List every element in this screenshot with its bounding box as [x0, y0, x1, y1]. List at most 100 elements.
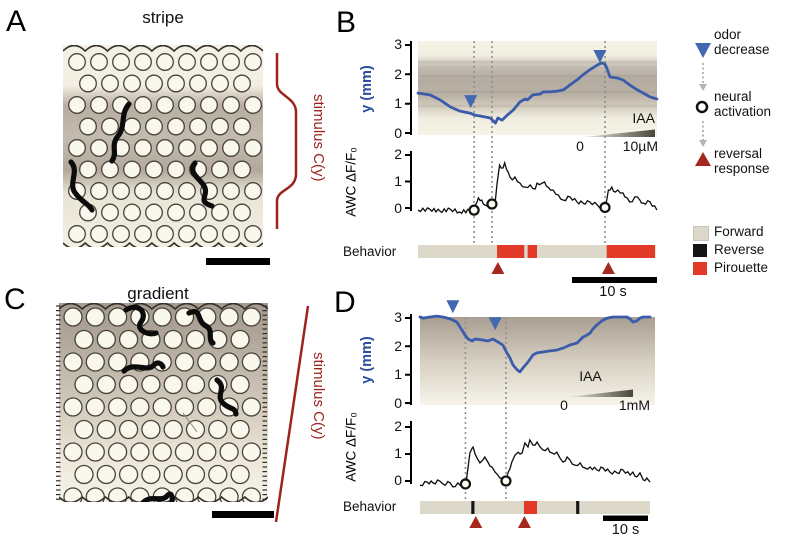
- pillar: [174, 487, 195, 502]
- reversal-response-marker: [517, 516, 531, 528]
- panel-b-iaa-max: 10µM: [622, 138, 658, 154]
- panel-d-plots: [405, 300, 655, 528]
- pillar: [123, 203, 141, 222]
- pillar: [174, 352, 195, 372]
- scratch-mark: [182, 412, 198, 433]
- behavior-segment-reverse: [471, 501, 475, 514]
- pillar: [130, 442, 150, 462]
- pillar: [118, 464, 139, 485]
- panel-a-letter: A: [6, 5, 27, 38]
- panel-d-time-scale-bar: [603, 515, 648, 521]
- panel-d-time-scale-label: 10 s: [611, 522, 640, 538]
- pillar: [244, 139, 262, 157]
- legend-forward-label: Forward: [714, 224, 764, 239]
- pillar: [63, 397, 83, 417]
- pillar: [134, 182, 152, 200]
- axis-tick: 0: [394, 472, 402, 488]
- panel-a-title: stripe: [142, 8, 184, 27]
- odor-decrease-marker: [593, 49, 607, 63]
- awc-trace: [417, 160, 658, 215]
- pillar: [233, 117, 251, 136]
- pillar: [123, 160, 141, 179]
- pillar: [152, 397, 172, 417]
- pillar: [178, 139, 196, 157]
- panel-b-position-axis-label: y (mm): [359, 65, 375, 113]
- pillar: [96, 329, 116, 350]
- pillar: [107, 442, 128, 462]
- pillar: [167, 74, 185, 93]
- neural-activation-icon: [695, 100, 709, 114]
- arena-a-micrograph: [63, 45, 298, 265]
- stripe-stimulus-profile: [275, 53, 298, 229]
- arena-top-wall: [63, 45, 263, 53]
- pillar: [63, 442, 83, 462]
- behavior-segment-reverse: [576, 501, 580, 514]
- pillar: [112, 53, 130, 71]
- pillar: [107, 307, 128, 327]
- axis-tick: 3: [394, 309, 402, 325]
- panel-b-time-scale-bar: [572, 277, 657, 283]
- pillar: [145, 117, 163, 136]
- worm: [121, 360, 166, 374]
- pillar: [63, 352, 83, 372]
- pillar: [101, 160, 119, 179]
- worm: [109, 101, 132, 164]
- pillar: [141, 464, 161, 485]
- pillar: [189, 74, 207, 93]
- pillar: [134, 225, 152, 243]
- worm: [123, 304, 159, 337]
- arena-top-wall: [59, 303, 268, 311]
- down-arrow-icon: [699, 140, 707, 147]
- pillar: [174, 442, 195, 462]
- panel-a-stimulus-label: stimulus C(y): [310, 94, 327, 182]
- pillar: [219, 352, 239, 372]
- pillar: [222, 139, 240, 157]
- pillar: [219, 442, 239, 462]
- reversal-response-marker: [491, 262, 505, 274]
- pillar: [74, 464, 94, 485]
- pillar: [208, 464, 228, 485]
- position-trace: [416, 61, 659, 125]
- pillar: [96, 419, 116, 440]
- legend-pirouette-label: Pirouette: [714, 260, 769, 275]
- pillar: [233, 160, 251, 179]
- pillar: [230, 419, 250, 440]
- pillar: [74, 374, 94, 395]
- pillar: [163, 464, 183, 485]
- panel-b-behavior-label: Behavior: [343, 244, 397, 259]
- axis-tick: 0: [394, 124, 402, 141]
- pillar: [141, 419, 161, 440]
- panel-d-letter: D: [334, 286, 356, 319]
- panel-c-letter: C: [4, 283, 26, 316]
- pillar: [96, 464, 116, 485]
- pillar: [156, 225, 174, 243]
- pillar: [244, 96, 262, 114]
- pillar: [79, 74, 97, 93]
- panel-d-iaa-max: 1mM: [618, 397, 650, 413]
- pillar: [118, 329, 139, 350]
- odor-decrease-marker: [446, 300, 460, 314]
- panel-b-iaa-label: IAA: [632, 110, 655, 126]
- pillar: [101, 203, 119, 222]
- pillar: [233, 74, 251, 93]
- pillar: [222, 53, 240, 71]
- arena-a-scale-bar: [206, 258, 270, 265]
- pillar: [85, 397, 105, 417]
- panel-b-iaa-min: 0: [576, 138, 584, 154]
- pillar: [90, 225, 108, 243]
- panel-b-awc-axis: [405, 151, 412, 211]
- odor-decrease-icon: [695, 43, 711, 58]
- pillar: [211, 203, 229, 222]
- neural-activation-marker: [459, 478, 472, 490]
- pillar: [152, 442, 172, 462]
- pillar: [145, 203, 163, 222]
- panel-b-plots: [405, 41, 659, 283]
- pirouette-swatch: [693, 262, 707, 275]
- pillar: [112, 225, 130, 243]
- pillar: [200, 96, 218, 114]
- pillar: [244, 182, 262, 200]
- pillar: [85, 307, 105, 327]
- pillar: [230, 329, 250, 350]
- axis-tick: 2: [394, 65, 402, 82]
- pillar: [189, 203, 207, 222]
